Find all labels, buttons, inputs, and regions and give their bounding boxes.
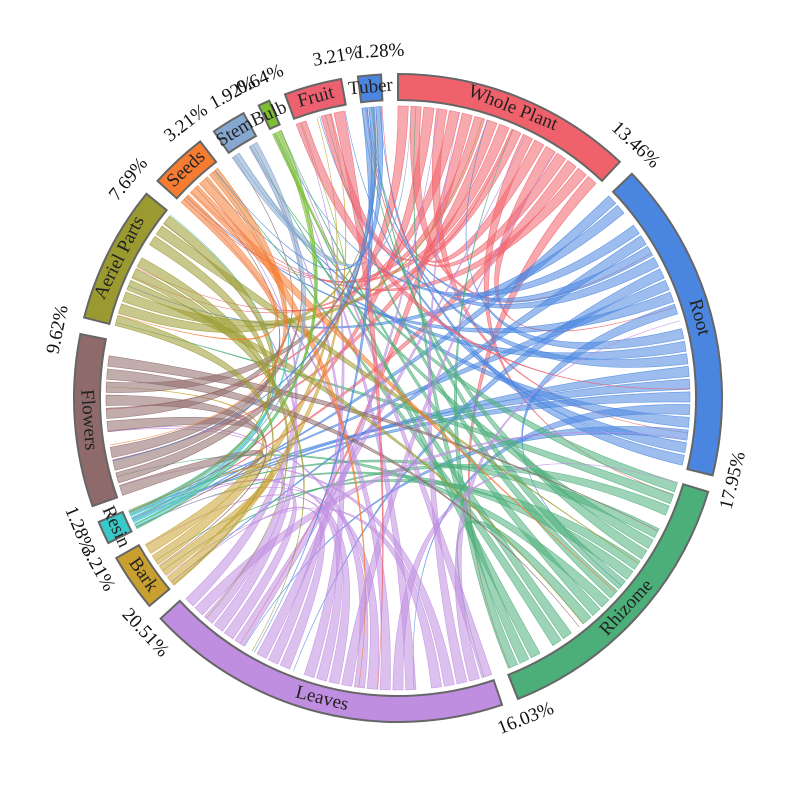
- sector: [159, 599, 504, 723]
- chord: [112, 106, 377, 461]
- chords: [105, 105, 691, 691]
- percent-label: 3.21%: [160, 100, 212, 147]
- percent-label: 0.64%: [233, 60, 287, 99]
- sector: [397, 72, 622, 183]
- chord: [199, 176, 366, 688]
- chord: [106, 417, 259, 513]
- chord: [106, 368, 580, 628]
- percent-label: 1.28%: [355, 40, 405, 64]
- chord: [205, 178, 687, 360]
- chord: [131, 141, 307, 519]
- chord: [114, 315, 274, 585]
- chord: [134, 131, 316, 525]
- percent-label: 20.51%: [118, 604, 173, 661]
- sector: [73, 332, 119, 508]
- percent-label: 9.62%: [43, 303, 73, 355]
- sector: [114, 543, 171, 608]
- sector: [97, 510, 133, 545]
- chord: [129, 235, 271, 514]
- percent-label: 17.95%: [716, 449, 750, 511]
- chord: [280, 130, 601, 617]
- chord: [131, 214, 276, 523]
- chord: [231, 106, 412, 267]
- sector: [82, 192, 169, 326]
- chord: [427, 112, 468, 685]
- chord: [135, 486, 380, 690]
- chord: [381, 106, 545, 263]
- chord: [344, 110, 687, 454]
- chord: [319, 116, 660, 309]
- sector: [156, 139, 218, 200]
- chord: [341, 152, 556, 687]
- chord: [413, 106, 530, 664]
- chord: [109, 167, 288, 446]
- percent-label: 16.03%: [495, 698, 557, 739]
- chord: [465, 119, 685, 350]
- chord: [379, 106, 685, 466]
- sector: [507, 482, 710, 701]
- percent-label: 1.28%: [60, 503, 98, 557]
- chord: [194, 431, 688, 616]
- chord: [333, 110, 384, 690]
- sector-label: Flowers: [76, 389, 101, 452]
- chord: [136, 129, 318, 529]
- sector: [212, 111, 258, 155]
- sector: [257, 99, 281, 131]
- chord: [136, 257, 289, 619]
- chord: [454, 129, 519, 669]
- chord: [214, 106, 384, 271]
- chord: [151, 117, 338, 565]
- chord: [128, 215, 275, 513]
- chord: [107, 355, 659, 532]
- chord: [117, 194, 279, 341]
- sector: [611, 172, 723, 477]
- chord: [119, 449, 265, 528]
- chord: [392, 463, 678, 691]
- sector-label: Tuber: [347, 75, 394, 100]
- sector: [283, 77, 347, 120]
- chord: [295, 120, 690, 390]
- sector: [356, 73, 384, 104]
- chord: [105, 394, 267, 567]
